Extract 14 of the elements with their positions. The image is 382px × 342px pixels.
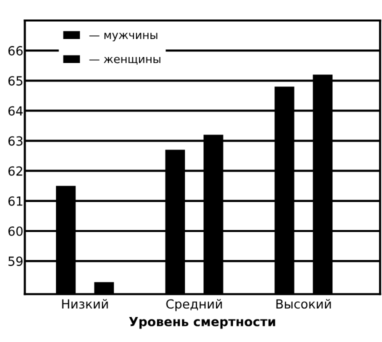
legend-label: — женщины	[89, 56, 160, 65]
y-tick-label: 60	[8, 226, 23, 236]
y-tick-label: 64	[8, 106, 23, 116]
y-tick-label: 66	[8, 46, 23, 56]
x-tick-label: Средний	[166, 299, 222, 312]
x-tick-label: Высокий	[276, 299, 331, 309]
y-tick-label: 65	[8, 76, 22, 86]
y-tick-label: 59	[8, 256, 23, 266]
x-tick-label: Низкий	[62, 299, 108, 309]
x-axis-title: Уровень смертности	[129, 317, 276, 329]
y-tick-label: 63	[8, 136, 22, 146]
y-tick-label: 62	[8, 166, 22, 176]
legend-label: — мужчины	[89, 32, 158, 42]
y-tick-label: 61	[8, 196, 22, 206]
